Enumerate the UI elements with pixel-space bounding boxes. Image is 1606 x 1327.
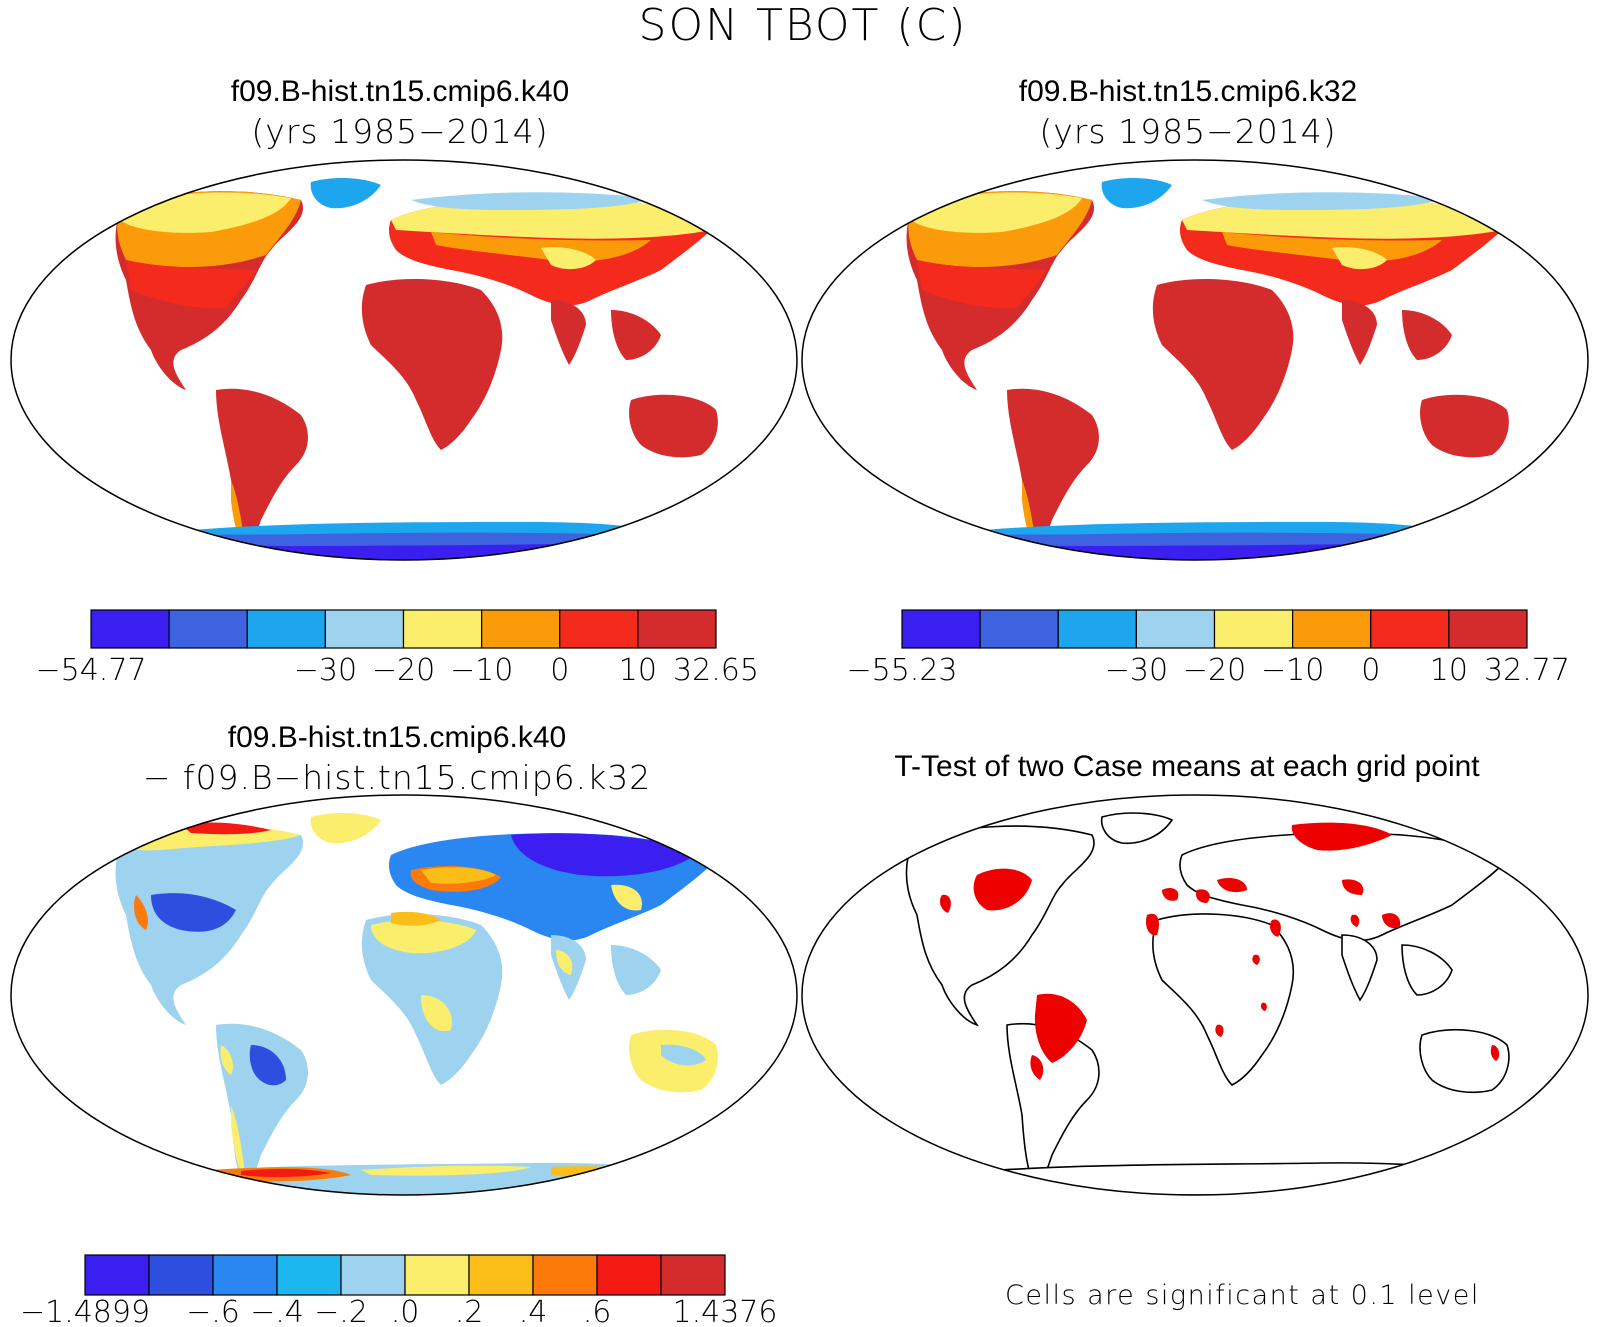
- colorbar-swatch: [1057, 609, 1137, 649]
- colorbar-swatch: [532, 1254, 598, 1296]
- colorbar-label: −54.77: [35, 653, 146, 688]
- colorbar-swatch: [1292, 609, 1372, 649]
- colorbar-label: 10: [619, 653, 657, 688]
- colorbar-label: 10: [1430, 653, 1468, 688]
- colorbar-label: −20: [1183, 653, 1246, 688]
- colorbar-swatch: [276, 1254, 342, 1296]
- colorbar-swatch: [596, 1254, 662, 1296]
- colorbar-swatch: [979, 609, 1059, 649]
- panel-c-line1: f09.B-hist.tn15.cmip6.k40: [227, 721, 567, 754]
- colorbar-label: 0: [550, 653, 569, 688]
- colorbar-swatch: [84, 1254, 150, 1296]
- panel-c-colorbar: −1.4899 −.6 −.4 −.2 .0 .2 .4 .6 1.4376: [20, 1254, 778, 1327]
- panel-d-footnote: Cells are significant at 0.1 level: [1005, 1280, 1480, 1311]
- panel-d-title: T-Test of two Case means at each grid po…: [894, 750, 1480, 783]
- colorbar-swatch: [468, 1254, 534, 1296]
- panel-a-frame: [10, 159, 798, 561]
- colorbar-label: −1.4899: [20, 1295, 150, 1327]
- colorbar-swatch: [246, 609, 326, 649]
- colorbar-label: −.6: [186, 1295, 240, 1327]
- colorbar-swatch: [637, 609, 717, 649]
- panel-c-map: [115, 813, 718, 1195]
- figure-title: SON TBOT (C): [638, 0, 968, 51]
- colorbar-label: 32.77: [1484, 653, 1570, 688]
- panel-b-case: f09.B-hist.tn15.cmip6.k32: [1018, 75, 1358, 108]
- panel-a-years: (yrs 1985−2014): [251, 112, 549, 151]
- panel-d-map: [905, 812, 1510, 1195]
- panel-c-line2: − f09.B−hist.tn15.cmip6.k32: [142, 758, 652, 797]
- colorbar-swatch: [90, 609, 170, 649]
- colorbar-label: −10: [450, 653, 513, 688]
- colorbar-swatch: [1370, 609, 1450, 649]
- panel-c-frame: [10, 794, 798, 1196]
- colorbar-swatch: [559, 609, 639, 649]
- colorbar-swatch: [1135, 609, 1216, 649]
- colorbar-label: −55.23: [846, 653, 957, 688]
- colorbar-label: −10: [1261, 653, 1324, 688]
- panel-b-years: (yrs 1985−2014): [1039, 112, 1337, 151]
- colorbar-swatch: [1448, 609, 1528, 649]
- colorbar-swatch: [660, 1254, 726, 1296]
- panel-c-title: f09.B-hist.tn15.cmip6.k40 − f09.B−hist.t…: [0, 718, 797, 798]
- panel-a-map: [115, 178, 718, 560]
- panel-b-title: f09.B-hist.tn15.cmip6.k32 (yrs 1985−2014…: [788, 72, 1588, 152]
- panel-b-colorbar: −55.23 −30 −20 −10 0 10 32.77: [846, 609, 1570, 688]
- panel-d-frame: [801, 794, 1589, 1196]
- colorbar-label: −.2: [314, 1295, 368, 1327]
- colorbar-swatch: [212, 1254, 278, 1296]
- colorbar-swatch: [402, 609, 483, 649]
- colorbar-swatch: [481, 609, 561, 649]
- panel-a-title: f09.B-hist.tn15.cmip6.k40 (yrs 1985−2014…: [0, 72, 800, 152]
- colorbar-swatch: [1213, 609, 1294, 649]
- colorbar-swatch: [148, 1254, 214, 1296]
- colorbar-label: −.4: [250, 1295, 304, 1327]
- colorbar-label: .6: [583, 1295, 612, 1327]
- colorbar-label: −20: [372, 653, 435, 688]
- colorbar-label: 1.4376: [673, 1295, 778, 1327]
- colorbar-label: .2: [455, 1295, 484, 1327]
- colorbar-swatch: [340, 1254, 406, 1296]
- colorbar-label: −30: [1105, 653, 1168, 688]
- colorbar-swatch: [324, 609, 405, 649]
- panel-b-frame: [801, 159, 1589, 561]
- panel-a-case: f09.B-hist.tn15.cmip6.k40: [230, 75, 570, 108]
- colorbar-label: .4: [519, 1295, 548, 1327]
- colorbar-label: 32.65: [673, 653, 759, 688]
- colorbar-label: −30: [294, 653, 357, 688]
- panel-b-map: [906, 178, 1509, 560]
- colorbar-swatch: [901, 609, 981, 649]
- colorbar-swatch: [168, 609, 248, 649]
- significance-cells: [940, 822, 1500, 1080]
- colorbar-label: .0: [391, 1295, 420, 1327]
- panel-a-colorbar: −54.77 −30 −20 −10 0 10 32.65: [35, 609, 759, 688]
- colorbar-label: 0: [1361, 653, 1380, 688]
- colorbar-swatch: [404, 1254, 470, 1296]
